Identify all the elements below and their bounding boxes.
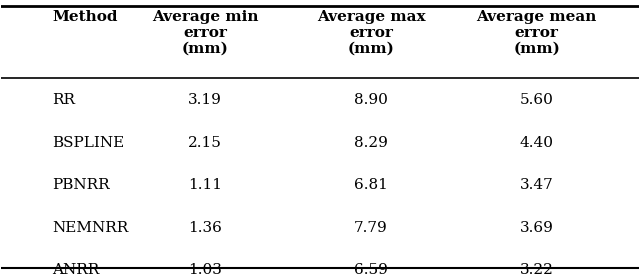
Text: 6.81: 6.81 <box>354 178 388 192</box>
Text: 3.19: 3.19 <box>188 93 222 107</box>
Text: 7.79: 7.79 <box>354 221 388 235</box>
Text: 4.40: 4.40 <box>520 136 554 150</box>
Text: 1.03: 1.03 <box>188 263 222 277</box>
Text: 2.15: 2.15 <box>188 136 222 150</box>
Text: 6.59: 6.59 <box>354 263 388 277</box>
Text: 3.22: 3.22 <box>520 263 554 277</box>
Text: BSPLINE: BSPLINE <box>52 136 125 150</box>
Text: RR: RR <box>52 93 76 107</box>
Text: 1.36: 1.36 <box>188 221 222 235</box>
Text: NEMNRR: NEMNRR <box>52 221 129 235</box>
Text: 3.47: 3.47 <box>520 178 554 192</box>
Text: 8.29: 8.29 <box>354 136 388 150</box>
Text: PBNRR: PBNRR <box>52 178 110 192</box>
Text: 8.90: 8.90 <box>354 93 388 107</box>
Text: Average min
error
(mm): Average min error (mm) <box>152 10 259 56</box>
Text: 1.11: 1.11 <box>188 178 222 192</box>
Text: 5.60: 5.60 <box>520 93 554 107</box>
Text: Method: Method <box>52 10 118 24</box>
Text: Average max
error
(mm): Average max error (mm) <box>317 10 426 56</box>
Text: ANRR: ANRR <box>52 263 100 277</box>
Text: 3.69: 3.69 <box>520 221 554 235</box>
Text: Average mean
error
(mm): Average mean error (mm) <box>476 10 597 56</box>
